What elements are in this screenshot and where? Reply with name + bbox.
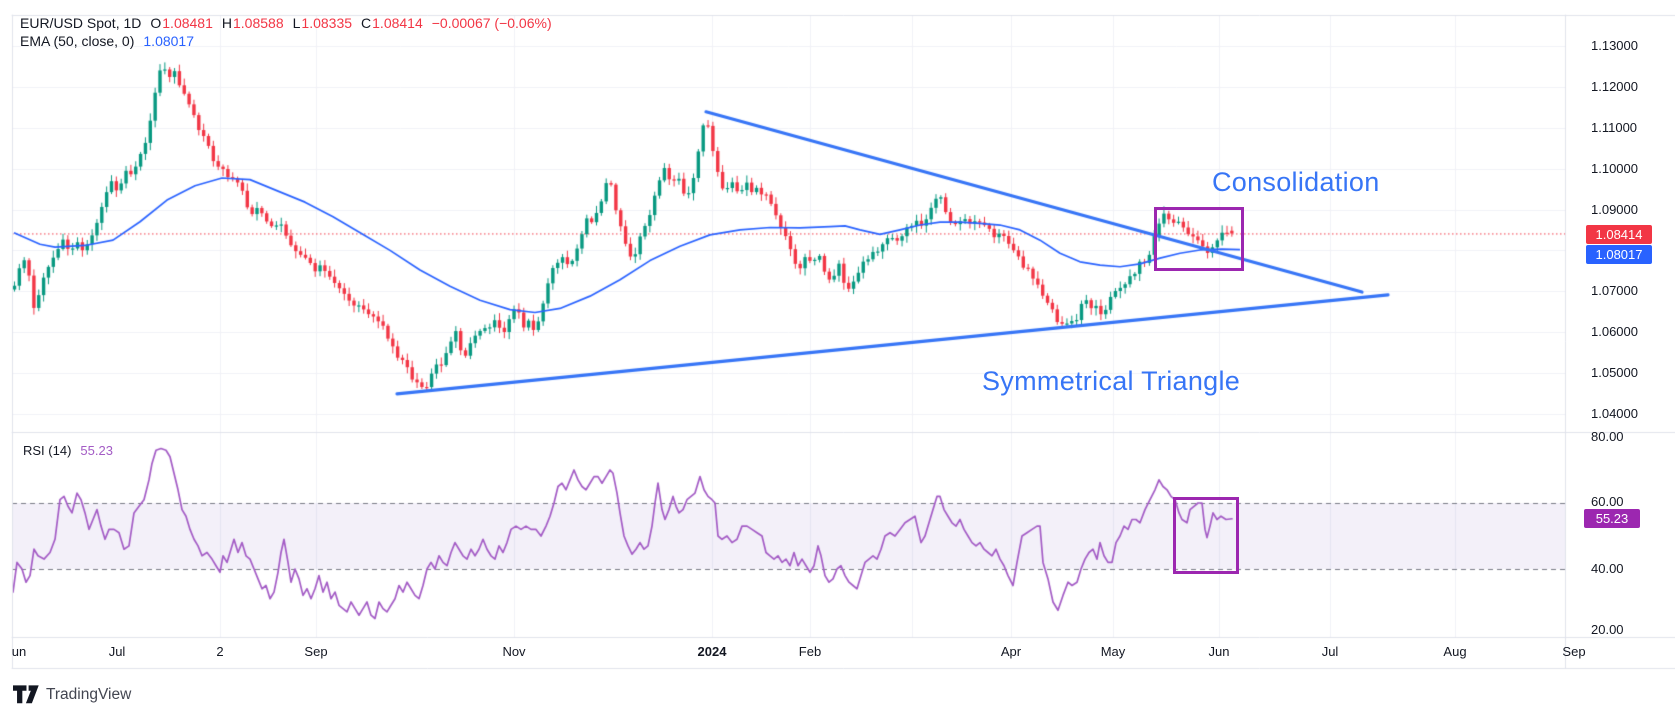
price-tick-label: 1.04000 (1591, 406, 1638, 421)
time-tick-label: Jul (1321, 644, 1339, 659)
low-label: L (292, 15, 301, 31)
time-tick-label: Aug (1443, 644, 1467, 659)
consolidation-box-price[interactable] (1154, 207, 1244, 271)
time-tick-label: Sep (304, 644, 328, 659)
tradingview-logo-icon (13, 685, 39, 704)
rsi-tick-label: 60.00 (1591, 494, 1624, 509)
ema-value: 1.08017 (143, 33, 194, 49)
high-label: H (221, 15, 232, 31)
time-tick-label: May (1100, 644, 1126, 659)
time-tick-label: 2 (216, 644, 224, 659)
open-label: O (150, 15, 162, 31)
price-tick-label: 1.09000 (1591, 202, 1638, 217)
time-tick-label: Nov (502, 644, 526, 659)
rsi-tick-label: 80.00 (1591, 429, 1624, 444)
price-tick-label: 1.11000 (1591, 120, 1638, 135)
price-tick-label: 1.10000 (1591, 161, 1638, 176)
legend: EUR/USD Spot, 1D O 1.08481 H 1.08588 L 1.08… (20, 15, 552, 49)
ema-label: EMA (50, close, 0) (20, 33, 135, 49)
price-tick-label: 1.12000 (1591, 79, 1638, 94)
time-tick-label: Jul (108, 644, 126, 659)
time-tick-label: 2024 (697, 644, 727, 659)
time-tick-label: Apr (1000, 644, 1022, 659)
footer-brand[interactable]: TradingView (13, 685, 131, 704)
ema-price-badge: 1.08017 (1586, 244, 1652, 264)
price-tick-label: 1.13000 (1591, 38, 1638, 53)
rsi-value-badge: 55.23 (1584, 509, 1640, 528)
consolidation-box-rsi[interactable] (1173, 497, 1239, 574)
price-tick-label: 1.05000 (1591, 365, 1638, 380)
change-value: −0.00067 (−0.06%) (431, 15, 552, 31)
rsi-label: RSI (14) (23, 443, 72, 458)
low-value: 1.08335 (301, 15, 353, 31)
close-value: 1.08414 (372, 15, 423, 31)
tradingview-brand-text: TradingView (46, 685, 132, 703)
price-tick-label: 1.07000 (1591, 283, 1638, 298)
time-tick-label: Feb (798, 644, 822, 659)
open-value: 1.08481 (162, 15, 213, 31)
high-value: 1.08588 (233, 15, 284, 31)
consolidation-text[interactable]: Consolidation (1212, 167, 1380, 197)
price-tick-label: 1.06000 (1591, 324, 1638, 339)
time-tick-label: Jun (1208, 644, 1230, 659)
symbol-legend-row[interactable]: EUR/USD Spot, 1D O 1.08481 H 1.08588 L 1.08… (20, 15, 552, 31)
ema-legend-row[interactable]: EMA (50, close, 0) 1.08017 (20, 33, 552, 49)
rsi-legend-row[interactable]: RSI (14) 55.23 (23, 443, 113, 458)
time-tick-label: Sep (1562, 644, 1586, 659)
rsi-value: 55.23 (80, 443, 113, 458)
time-tick-label: un (11, 644, 27, 659)
close-label: C (361, 15, 372, 31)
rsi-tick-label: 20.00 (1591, 622, 1624, 637)
symbol-title[interactable]: EUR/USD Spot, 1D (20, 15, 142, 31)
rsi-tick-label: 40.00 (1591, 561, 1624, 576)
symmetrical-triangle-text[interactable]: Symmetrical Triangle (982, 366, 1241, 396)
last-price-badge: 1.08414 (1586, 225, 1652, 244)
